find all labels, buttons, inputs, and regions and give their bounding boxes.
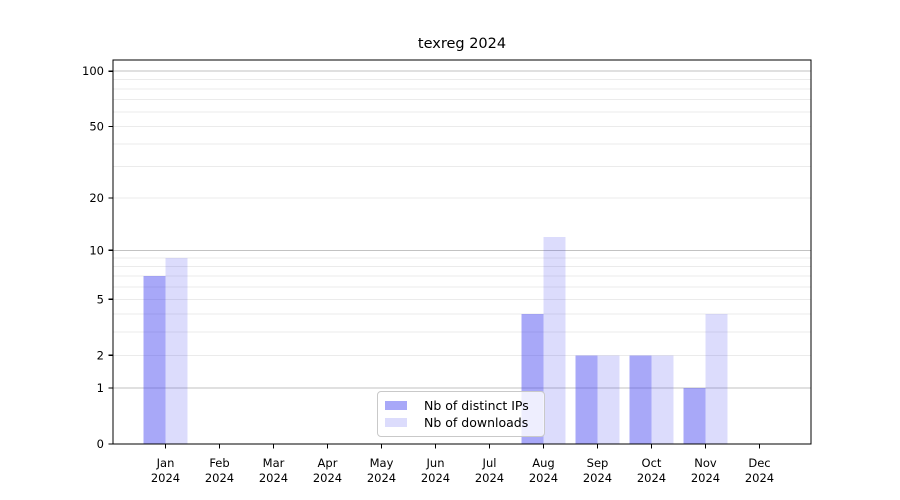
x-tick-label-month: Oct — [642, 456, 662, 470]
x-tick-label-year: 2024 — [691, 471, 720, 485]
y-tick-label: 0 — [97, 437, 104, 451]
y-tick-label: 100 — [82, 64, 104, 78]
bar-distinct-ips-nov — [683, 388, 706, 444]
legend-label-downloads: Nb of downloads — [424, 415, 529, 431]
x-tick-label-year: 2024 — [637, 471, 666, 485]
legend-item-downloads: Nb of downloads — [385, 415, 536, 430]
bar-downloads-jan — [165, 257, 188, 444]
x-tick-label-year: 2024 — [529, 471, 558, 485]
x-tick-label-month: Mar — [263, 456, 285, 470]
legend-label-distinct-ips: Nb of distinct IPs — [424, 397, 529, 413]
x-tick-label-month: Sep — [587, 456, 609, 470]
bar-downloads-sep — [597, 355, 620, 444]
bar-distinct-ips-sep — [575, 355, 598, 444]
bar-downloads-nov — [705, 313, 728, 444]
x-tick-label-month: Jan — [156, 456, 175, 470]
x-tick-label-year: 2024 — [259, 471, 288, 485]
y-tick-label: 50 — [89, 119, 104, 133]
x-tick-label-month: Jul — [482, 456, 497, 470]
x-tick-label-year: 2024 — [313, 471, 342, 485]
x-tick-label-month: Feb — [209, 456, 229, 470]
bar-distinct-ips-jan — [143, 276, 166, 444]
x-tick-label-month: Aug — [532, 456, 554, 470]
y-tick-label: 10 — [89, 243, 104, 257]
y-tick-label: 2 — [97, 348, 104, 362]
chart-title: texreg 2024 — [417, 36, 507, 52]
legend-swatch-downloads — [385, 418, 407, 428]
legend-swatch-distinct-ips — [385, 400, 407, 410]
y-tick-label: 20 — [89, 191, 104, 205]
x-tick-label-year: 2024 — [583, 471, 612, 485]
x-tick-label-year: 2024 — [151, 471, 180, 485]
bar-downloads-oct — [651, 355, 674, 444]
x-tick-label-year: 2024 — [367, 471, 396, 485]
x-tick-label-month: May — [370, 456, 394, 470]
legend: Nb of distinct IPs Nb of downloads — [377, 391, 545, 437]
x-tick-label-month: Apr — [318, 456, 338, 470]
x-tick-label-month: Dec — [748, 456, 770, 470]
plot-border — [112, 59, 812, 445]
y-tick-label: 5 — [97, 292, 104, 306]
x-tick-label-month: Jun — [426, 456, 445, 470]
legend-item-distinct-ips: Nb of distinct IPs — [385, 398, 536, 413]
bar-distinct-ips-oct — [629, 355, 652, 444]
x-tick-label-year: 2024 — [421, 471, 450, 485]
y-tick-label: 1 — [97, 381, 104, 395]
x-tick-label-year: 2024 — [745, 471, 774, 485]
x-tick-label-year: 2024 — [205, 471, 234, 485]
bar-downloads-aug — [543, 236, 566, 444]
x-tick-label-month: Nov — [694, 456, 717, 470]
x-tick-label-year: 2024 — [475, 471, 504, 485]
